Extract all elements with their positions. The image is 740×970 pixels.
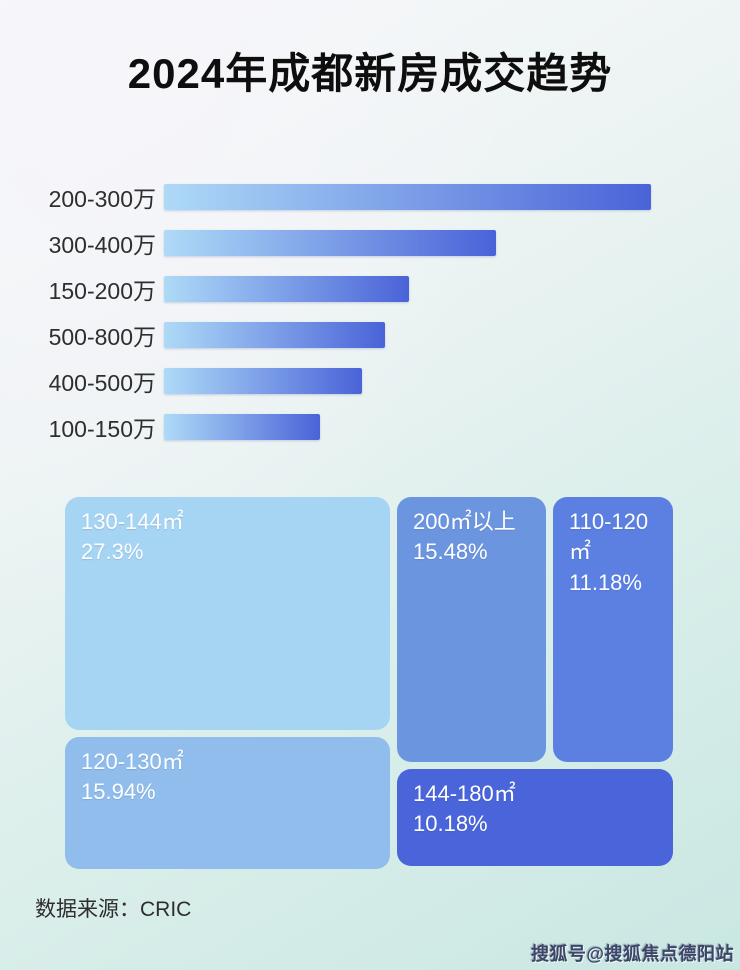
treemap-block-value: 10.18% bbox=[413, 811, 488, 837]
treemap-block-value: 15.94% bbox=[81, 779, 156, 805]
bar-track bbox=[164, 322, 651, 348]
bar-track bbox=[164, 230, 651, 256]
bar-row: 500-800万 bbox=[0, 322, 740, 350]
bar-category-label: 500-800万 bbox=[48, 324, 156, 350]
treemap-block-144-180: 144-180㎡ 10.18% bbox=[397, 769, 673, 866]
treemap-block-label: 130-144㎡ bbox=[81, 509, 184, 534]
page-title: 2024年成都新房成交趋势 bbox=[127, 50, 613, 97]
bar-row: 100-150万 bbox=[0, 414, 740, 442]
bar-fill bbox=[164, 414, 321, 440]
bar-fill bbox=[164, 368, 363, 394]
price-range-bar-chart: 200-300万 300-400万 150-200万 500-800万 400-… bbox=[0, 184, 740, 442]
watermark: 搜狐号@搜狐焦点德阳站 bbox=[530, 944, 734, 964]
bar-category-label: 100-150万 bbox=[48, 416, 156, 442]
bar-track bbox=[164, 414, 651, 440]
bar-row: 300-400万 bbox=[0, 230, 740, 258]
bar-track bbox=[164, 184, 651, 210]
data-source-note: 数据来源：CRIC bbox=[35, 898, 192, 921]
treemap-block-value: 27.3% bbox=[81, 539, 144, 565]
bar-category-label: 150-200万 bbox=[48, 278, 156, 304]
bar-fill bbox=[164, 276, 410, 302]
treemap-block-200-plus: 200㎡以上 15.48% bbox=[397, 497, 546, 762]
treemap-block-label: 120-130㎡ bbox=[81, 749, 184, 774]
treemap-block-label: 200㎡以上 bbox=[413, 509, 516, 534]
bar-row: 400-500万 bbox=[0, 368, 740, 396]
bar-row: 150-200万 bbox=[0, 276, 740, 304]
bar-fill bbox=[164, 184, 651, 210]
treemap-block-label: 144-180㎡ bbox=[413, 781, 516, 806]
bar-row: 200-300万 bbox=[0, 184, 740, 212]
bar-category-label: 400-500万 bbox=[48, 370, 156, 396]
bar-category-label: 200-300万 bbox=[48, 186, 156, 212]
treemap-block-value: 11.18% bbox=[569, 569, 642, 595]
area-size-treemap: 130-144㎡ 27.3% 120-130㎡ 15.94% 200㎡以上 15… bbox=[65, 497, 673, 869]
bar-track bbox=[164, 276, 651, 302]
treemap-block-130-144: 130-144㎡ 27.3% bbox=[65, 497, 390, 730]
treemap-block-110-120: 110-120㎡ 11.18% bbox=[553, 497, 673, 762]
bar-track bbox=[164, 368, 651, 394]
treemap-block-120-130: 120-130㎡ 15.94% bbox=[65, 737, 390, 869]
bar-fill bbox=[164, 322, 385, 348]
treemap-block-value: 15.48% bbox=[413, 539, 488, 565]
bar-category-label: 300-400万 bbox=[48, 232, 156, 258]
treemap-block-label: 110-120㎡ bbox=[569, 509, 649, 565]
bar-fill bbox=[164, 230, 496, 256]
